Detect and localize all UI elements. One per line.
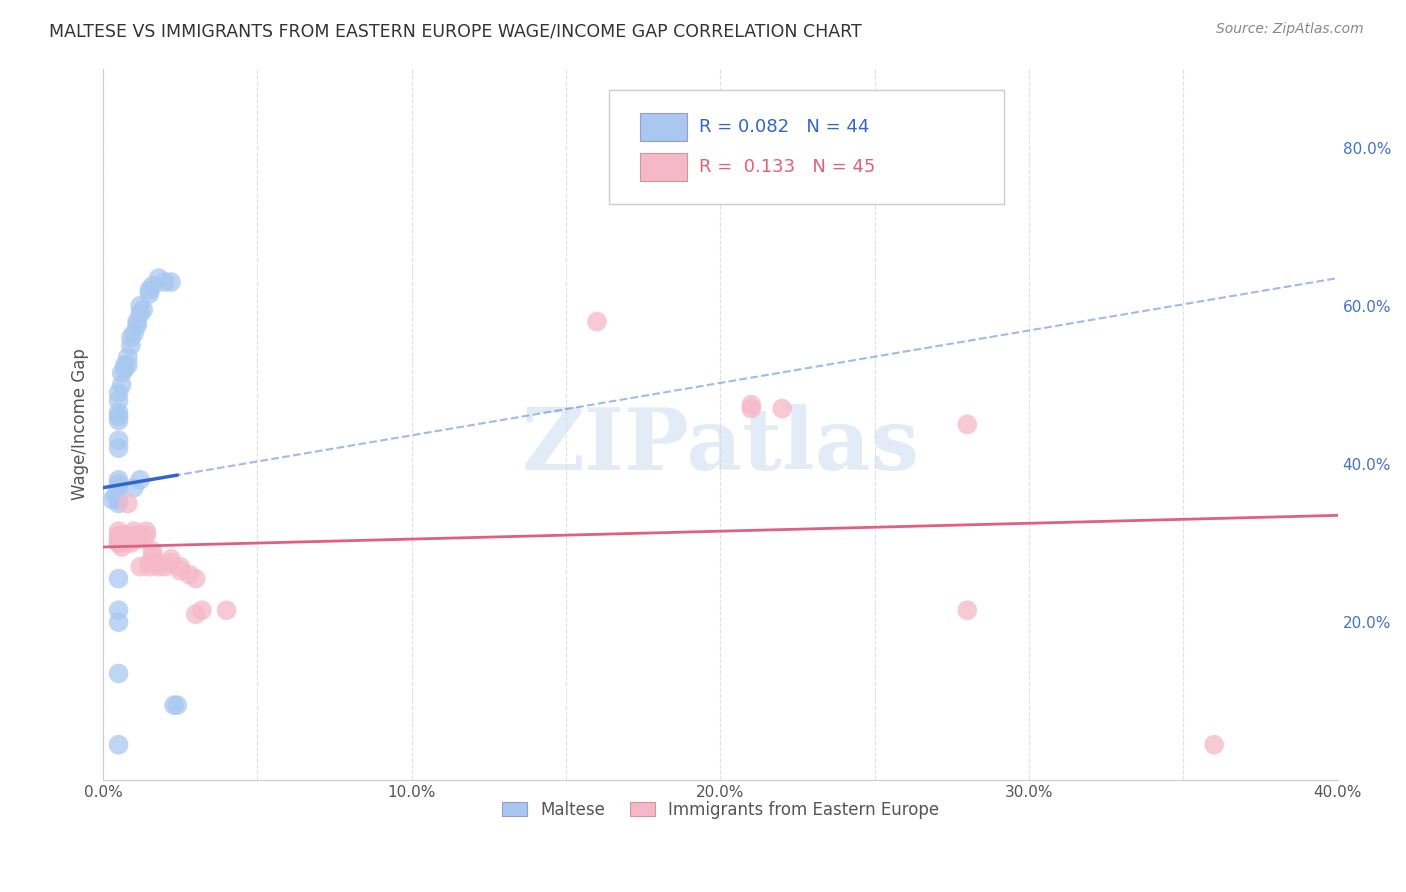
Text: MALTESE VS IMMIGRANTS FROM EASTERN EUROPE WAGE/INCOME GAP CORRELATION CHART: MALTESE VS IMMIGRANTS FROM EASTERN EUROP…	[49, 22, 862, 40]
Point	[184, 607, 207, 622]
Point	[117, 358, 139, 372]
Point	[120, 532, 142, 546]
Point	[111, 528, 134, 542]
Point	[148, 271, 170, 285]
Point	[138, 287, 160, 301]
Point	[191, 603, 214, 617]
Point	[770, 401, 793, 416]
Point	[169, 559, 191, 574]
Point	[166, 698, 188, 713]
Point	[117, 350, 139, 364]
Y-axis label: Wage/Income Gap: Wage/Income Gap	[72, 349, 89, 500]
Point	[129, 307, 152, 321]
Point	[107, 496, 129, 510]
Text: ZIPatlas: ZIPatlas	[522, 404, 920, 488]
Point	[107, 413, 129, 427]
Point	[160, 552, 183, 566]
Point	[107, 385, 129, 400]
Point	[117, 532, 139, 546]
Point	[111, 377, 134, 392]
Point	[120, 330, 142, 344]
Point	[107, 481, 129, 495]
Point	[122, 524, 145, 538]
Point	[740, 401, 762, 416]
Point	[101, 492, 124, 507]
Point	[122, 481, 145, 495]
Point	[956, 603, 979, 617]
Point	[129, 559, 152, 574]
Point	[141, 544, 163, 558]
FancyBboxPatch shape	[609, 90, 1004, 203]
Point	[107, 536, 129, 550]
Point	[138, 283, 160, 297]
Point	[132, 302, 155, 317]
Point	[148, 556, 170, 570]
Point	[141, 548, 163, 562]
Point	[160, 275, 183, 289]
Point	[111, 540, 134, 554]
Point	[107, 441, 129, 455]
Point	[107, 528, 129, 542]
Point	[179, 567, 201, 582]
Point	[138, 556, 160, 570]
Point	[120, 536, 142, 550]
Point	[148, 559, 170, 574]
Point	[163, 698, 186, 713]
Point	[135, 524, 157, 538]
Point	[141, 279, 163, 293]
Point	[135, 528, 157, 542]
Point	[169, 564, 191, 578]
Point	[107, 603, 129, 617]
Point	[107, 393, 129, 408]
Text: Source: ZipAtlas.com: Source: ZipAtlas.com	[1216, 22, 1364, 37]
Point	[111, 532, 134, 546]
Legend: Maltese, Immigrants from Eastern Europe: Maltese, Immigrants from Eastern Europe	[495, 794, 946, 825]
Point	[114, 358, 136, 372]
Point	[129, 299, 152, 313]
Point	[138, 559, 160, 574]
Point	[114, 532, 136, 546]
Point	[129, 473, 152, 487]
Point	[107, 473, 129, 487]
Point	[586, 315, 609, 329]
Point	[114, 528, 136, 542]
Point	[125, 318, 148, 333]
Point	[114, 362, 136, 376]
Point	[107, 476, 129, 491]
Point	[107, 738, 129, 752]
Point	[107, 434, 129, 448]
Point	[184, 572, 207, 586]
Point	[104, 489, 127, 503]
Point	[153, 275, 176, 289]
Point	[107, 666, 129, 681]
Point	[125, 315, 148, 329]
Point	[153, 559, 176, 574]
Point	[956, 417, 979, 432]
Point	[122, 326, 145, 341]
Point	[111, 366, 134, 380]
Point	[117, 496, 139, 510]
Point	[122, 532, 145, 546]
Point	[1204, 738, 1226, 752]
Point	[120, 338, 142, 352]
Point	[107, 409, 129, 424]
Bar	[640, 153, 688, 181]
Text: R = 0.082   N = 44: R = 0.082 N = 44	[699, 118, 870, 136]
Point	[740, 398, 762, 412]
Point	[107, 524, 129, 538]
Point	[132, 532, 155, 546]
Point	[107, 532, 129, 546]
Point	[160, 556, 183, 570]
Point	[122, 528, 145, 542]
Point	[107, 572, 129, 586]
Point	[111, 536, 134, 550]
Point	[107, 492, 129, 507]
Point	[107, 615, 129, 629]
Point	[215, 603, 238, 617]
Bar	[640, 112, 688, 141]
Point	[107, 536, 129, 550]
Point	[107, 405, 129, 419]
Text: R =  0.133   N = 45: R = 0.133 N = 45	[699, 158, 876, 176]
Point	[129, 528, 152, 542]
